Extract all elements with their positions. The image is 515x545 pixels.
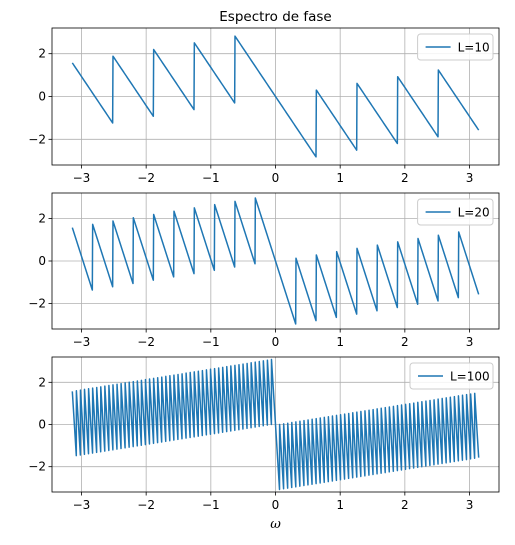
x-tick-label: −2 bbox=[137, 335, 155, 349]
y-tick-label: 0 bbox=[38, 90, 46, 104]
series-line-l100 bbox=[71, 358, 480, 491]
x-tick-label: 1 bbox=[336, 498, 344, 512]
legend-label: L=100 bbox=[450, 370, 490, 384]
x-tick-label: 0 bbox=[272, 171, 280, 185]
chart-panel-l100: −3 −2 −1 0 1 2 3 −2 0 2 ω L=100 bbox=[28, 356, 500, 532]
x-tick-label: −3 bbox=[73, 171, 91, 185]
x-tick-label: 0 bbox=[272, 335, 280, 349]
x-tick-label: −1 bbox=[202, 171, 220, 185]
legend-box bbox=[417, 33, 494, 61]
y-tick-label: 2 bbox=[38, 375, 46, 389]
legend-box bbox=[409, 362, 494, 390]
x-tick-label: 3 bbox=[466, 498, 474, 512]
legend-box bbox=[417, 198, 494, 226]
x-tick-label: −3 bbox=[73, 335, 91, 349]
x-tick-label: −2 bbox=[137, 171, 155, 185]
chart-panel-l20: −3 −2 −1 0 1 2 3 −2 0 2 L=20 bbox=[28, 192, 500, 349]
x-tick-label: 3 bbox=[466, 171, 474, 185]
x-tick-label: 0 bbox=[272, 498, 280, 512]
x-tick-label: 2 bbox=[401, 335, 409, 349]
y-tick-label: −2 bbox=[28, 297, 46, 311]
x-tick-label: 2 bbox=[401, 171, 409, 185]
x-axis-label: ω bbox=[270, 517, 281, 532]
y-tick-label: 2 bbox=[38, 47, 46, 61]
x-tick-label: −1 bbox=[202, 335, 220, 349]
legend-label: L=20 bbox=[458, 206, 490, 220]
series-line-l20 bbox=[71, 197, 480, 325]
x-tick-label: 2 bbox=[401, 498, 409, 512]
y-tick-label: −2 bbox=[28, 132, 46, 146]
x-tick-label: −1 bbox=[202, 498, 220, 512]
x-tick-label: −2 bbox=[137, 498, 155, 512]
y-tick-label: −2 bbox=[28, 460, 46, 474]
y-tick-label: 2 bbox=[38, 212, 46, 226]
x-tick-label: 1 bbox=[336, 171, 344, 185]
x-tick-label: 3 bbox=[466, 335, 474, 349]
legend-label: L=10 bbox=[458, 41, 490, 55]
y-tick-label: 0 bbox=[38, 254, 46, 268]
chart-panel-l10: −3 −2 −1 0 1 2 3 −2 0 2 Espectro de fase L=10 bbox=[28, 9, 500, 185]
x-tick-label: 1 bbox=[336, 335, 344, 349]
x-tick-label: −3 bbox=[73, 498, 91, 512]
chart-title: Espectro de fase bbox=[219, 9, 332, 25]
y-tick-label: 0 bbox=[38, 418, 46, 432]
series-line-l10 bbox=[71, 35, 480, 158]
